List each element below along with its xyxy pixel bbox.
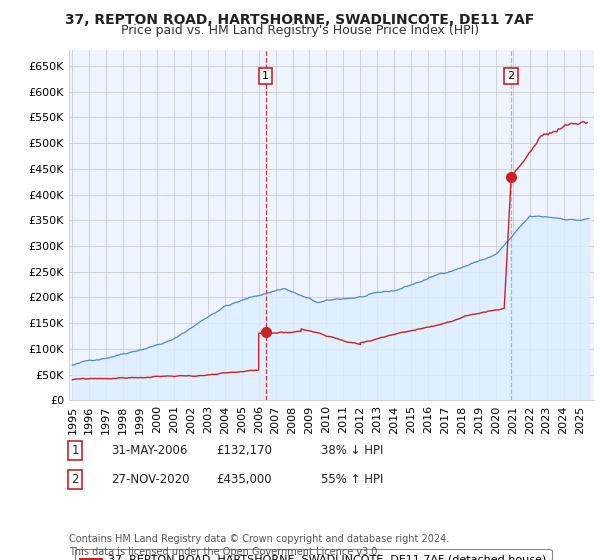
Text: Price paid vs. HM Land Registry's House Price Index (HPI): Price paid vs. HM Land Registry's House … xyxy=(121,24,479,37)
Text: 31-MAY-2006: 31-MAY-2006 xyxy=(111,444,187,458)
Text: 2: 2 xyxy=(71,473,79,487)
Text: 27-NOV-2020: 27-NOV-2020 xyxy=(111,473,190,487)
Text: 1: 1 xyxy=(71,444,79,458)
Text: £435,000: £435,000 xyxy=(216,473,272,487)
Text: 2: 2 xyxy=(508,71,515,81)
Text: 55% ↑ HPI: 55% ↑ HPI xyxy=(321,473,383,487)
Legend: 37, REPTON ROAD, HARTSHORNE, SWADLINCOTE, DE11 7AF (detached house), HPI: Averag: 37, REPTON ROAD, HARTSHORNE, SWADLINCOTE… xyxy=(74,549,551,560)
Text: 38% ↓ HPI: 38% ↓ HPI xyxy=(321,444,383,458)
Text: £132,170: £132,170 xyxy=(216,444,272,458)
Text: Contains HM Land Registry data © Crown copyright and database right 2024.
This d: Contains HM Land Registry data © Crown c… xyxy=(69,534,449,557)
Text: 37, REPTON ROAD, HARTSHORNE, SWADLINCOTE, DE11 7AF: 37, REPTON ROAD, HARTSHORNE, SWADLINCOTE… xyxy=(65,13,535,27)
Text: 1: 1 xyxy=(262,71,269,81)
